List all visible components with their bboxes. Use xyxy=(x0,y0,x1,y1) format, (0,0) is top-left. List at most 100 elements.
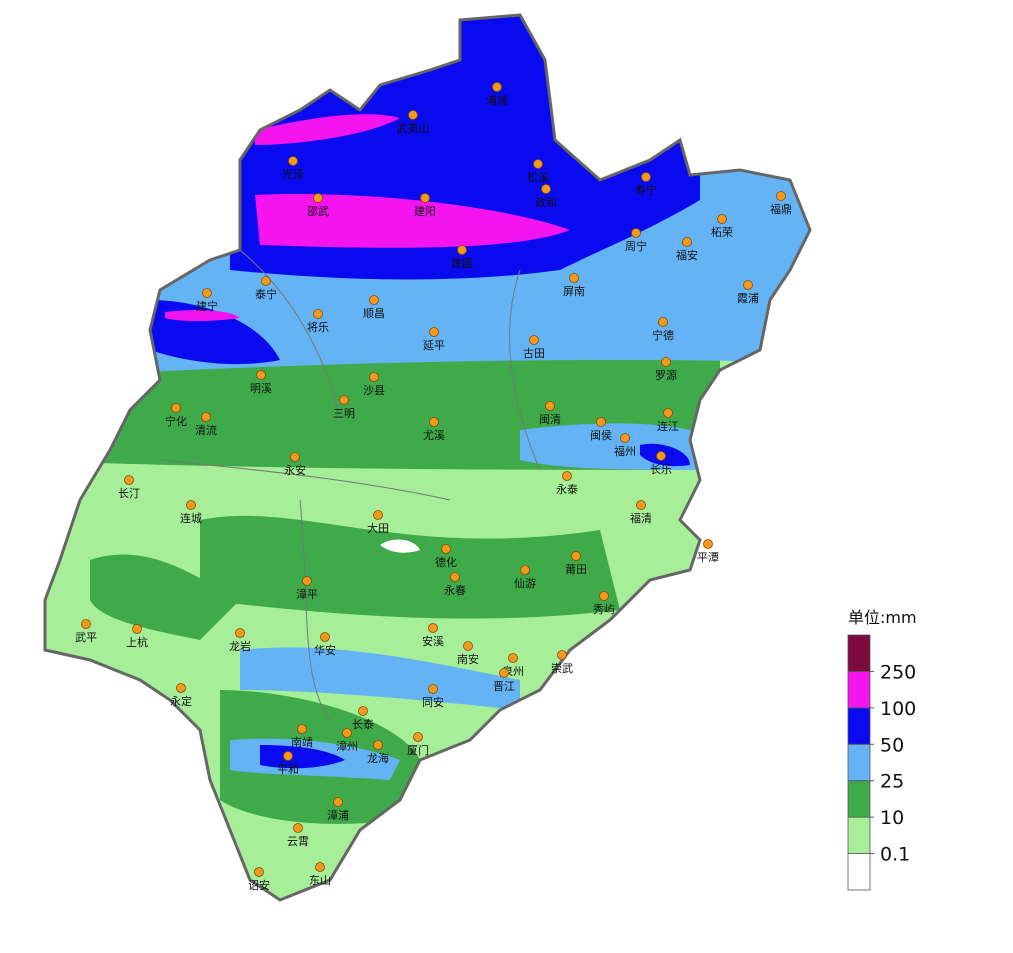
legend-label: 10 xyxy=(880,807,904,829)
city-dot xyxy=(492,82,502,92)
city-dot xyxy=(499,668,509,678)
city-dot xyxy=(641,172,651,182)
rain-area xyxy=(255,194,570,248)
city-dot xyxy=(562,471,572,481)
city-label: 明溪 xyxy=(250,382,272,395)
city-label: 安溪 xyxy=(422,634,444,648)
legend-label: 25 xyxy=(880,771,904,793)
boundary xyxy=(239,249,341,421)
city-dot xyxy=(408,110,418,120)
city-dot xyxy=(413,732,423,742)
city-label: 延平 xyxy=(423,339,445,352)
city-dot xyxy=(661,357,671,367)
city-dot xyxy=(124,475,134,485)
city-dot xyxy=(703,539,713,549)
city-dot xyxy=(429,417,439,427)
rain-area xyxy=(165,310,240,321)
city-dot xyxy=(420,193,430,203)
rain-area xyxy=(200,515,620,619)
city-label: 龙海 xyxy=(367,751,389,765)
city-dot xyxy=(202,288,212,298)
province-outline xyxy=(43,13,812,902)
city-dot xyxy=(428,684,438,694)
rain-area xyxy=(90,554,240,640)
city-label: 长乐 xyxy=(650,463,672,476)
city-label: 南靖 xyxy=(291,736,313,749)
city-dot xyxy=(261,276,271,286)
city-label: 华安 xyxy=(314,643,336,657)
legend-swatch xyxy=(847,634,871,672)
city-label: 闽侯 xyxy=(590,428,612,442)
boundary xyxy=(509,269,541,471)
city-dot xyxy=(533,159,543,169)
city-dot xyxy=(288,156,298,166)
city-dot xyxy=(429,327,439,337)
city-dot xyxy=(293,823,303,833)
city-dot xyxy=(541,184,551,194)
city-label: 邵武 xyxy=(307,205,329,218)
city-label: 德化 xyxy=(435,555,457,569)
city-label: 福安 xyxy=(676,248,698,262)
city-label: 永春 xyxy=(444,583,466,597)
city-label: 武夷山 xyxy=(397,122,430,135)
city-dot xyxy=(557,650,567,660)
city-dot xyxy=(682,237,692,247)
city-dot xyxy=(596,417,606,427)
city-dot xyxy=(520,565,530,575)
city-dot xyxy=(373,740,383,750)
city-label: 漳平 xyxy=(296,587,318,601)
city-dot xyxy=(658,317,668,327)
city-dot xyxy=(315,862,325,872)
city-label: 仙游 xyxy=(514,577,536,590)
city-label: 浦城 xyxy=(486,94,508,107)
rain-area xyxy=(380,539,420,553)
legend-swatch xyxy=(847,816,871,854)
legend-label: 0.1 xyxy=(880,844,910,866)
city-label: 连城 xyxy=(180,512,202,525)
city-label: 崇武 xyxy=(551,662,573,675)
city-dot xyxy=(254,867,264,877)
city-dot xyxy=(342,728,352,738)
city-label: 永定 xyxy=(170,694,192,708)
city-label: 秀屿 xyxy=(593,603,615,616)
city-label: 沙县 xyxy=(363,384,385,397)
city-label: 三明 xyxy=(333,407,355,420)
city-dot xyxy=(663,408,673,418)
city-label: 厦门 xyxy=(407,743,429,757)
city-dot xyxy=(333,797,343,807)
legend-label: 250 xyxy=(880,661,916,683)
city-label: 周宁 xyxy=(625,239,647,253)
city-dot xyxy=(776,191,786,201)
city-label: 福州 xyxy=(614,444,636,458)
city-label: 漳州 xyxy=(336,739,358,753)
city-dot xyxy=(529,335,539,345)
city-dot xyxy=(320,632,330,642)
city-label: 同安 xyxy=(422,695,444,709)
city-label: 尤溪 xyxy=(423,429,445,442)
city-label: 上杭 xyxy=(126,635,148,649)
city-dot xyxy=(373,510,383,520)
city-dot xyxy=(176,683,186,693)
city-dot xyxy=(463,641,473,651)
city-label: 柘荣 xyxy=(711,225,733,239)
legend-label: 50 xyxy=(880,734,904,756)
city-label: 诏安 xyxy=(248,878,270,892)
city-label: 古田 xyxy=(523,347,545,360)
city-dot xyxy=(569,273,579,283)
city-label: 东山 xyxy=(309,874,331,887)
city-dot xyxy=(545,401,555,411)
city-label: 宁德 xyxy=(652,328,674,342)
city-label: 南安 xyxy=(457,652,479,666)
legend-label: 100 xyxy=(880,698,916,720)
city-label: 罗源 xyxy=(655,368,677,382)
city-label: 莆田 xyxy=(565,563,587,576)
city-label: 平潭 xyxy=(697,551,719,564)
city-dot xyxy=(441,544,451,554)
city-label: 大田 xyxy=(367,521,389,535)
city-label: 清流 xyxy=(195,423,217,437)
city-dot xyxy=(508,653,518,663)
city-dot xyxy=(620,433,630,443)
city-label: 光泽 xyxy=(282,167,304,181)
city-label: 漳浦 xyxy=(327,808,349,822)
